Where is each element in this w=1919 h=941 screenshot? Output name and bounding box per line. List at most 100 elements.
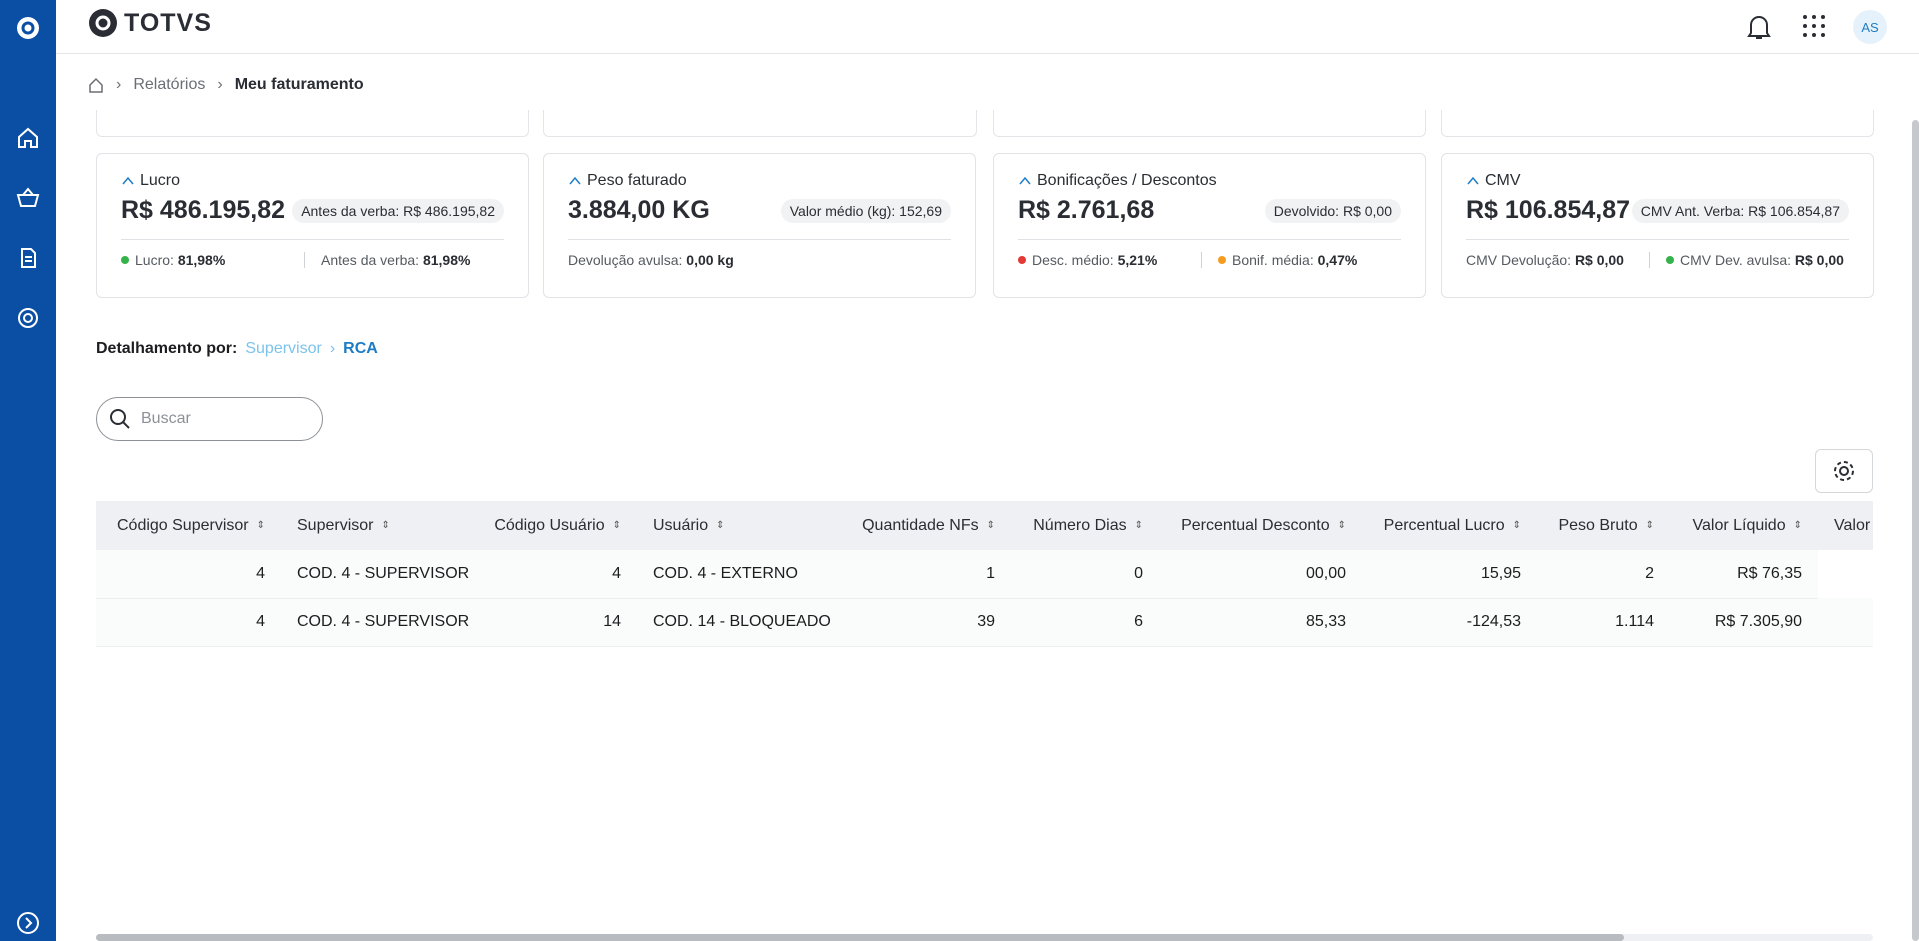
card-value-row: 3.884,00 KG Valor médio (kg): 152,69 (568, 196, 951, 240)
table-cell: R$ 76,35 (1670, 550, 1818, 599)
column-header[interactable]: Código Supervisor ⇕ (96, 501, 281, 550)
card-title: Peso faturado (568, 172, 951, 190)
sort-icon: ⇕ (1793, 519, 1802, 531)
table-cell: 15,95 (1362, 550, 1537, 599)
card-title: CMV (1466, 172, 1849, 190)
report-icon[interactable] (16, 246, 40, 270)
search-placeholder: Buscar (141, 410, 191, 427)
column-header[interactable]: Percentual Desconto ⇕ (1159, 501, 1362, 550)
item-label: Desc. médio: (1032, 252, 1114, 268)
card-title-text: Peso faturado (587, 172, 687, 189)
home-link[interactable] (88, 77, 104, 93)
column-title: Percentual Desconto (1181, 516, 1330, 534)
card-badge: Valor médio (kg): 152,69 (780, 198, 951, 223)
table-cell: 39 (841, 598, 1011, 647)
card-items: Devolução avulsa: 0,00 kg (568, 252, 951, 268)
table-cell: 4 (96, 598, 281, 647)
sort-icon: ⇕ (1512, 519, 1521, 531)
item-value: R$ 0,00 (1574, 252, 1624, 268)
column-title: Supervisor (297, 516, 374, 534)
card-title-text: Bonificações / Descontos (1037, 172, 1217, 189)
sort-icon: ⇕ (612, 519, 621, 531)
sort-icon: ⇕ (256, 519, 265, 531)
home-icon[interactable] (16, 126, 40, 150)
table-cell: 1 (841, 550, 1011, 599)
card-value: R$ 486.195,82 (121, 196, 286, 224)
card-item: Antes da verba: 81,98% (304, 252, 504, 268)
item-text: Desc. médio: 5,21% (1032, 252, 1157, 268)
card-items: Desc. médio: 5,21% Bonif. média: 0,47% (1018, 252, 1401, 268)
detail-label: Detalhamento por: (96, 340, 238, 357)
search-box[interactable]: Buscar (96, 397, 323, 441)
sidebar (0, 0, 56, 941)
column-header[interactable]: Quantidade NFs ⇕ (841, 501, 1011, 550)
column-title: Código Usuário (494, 516, 605, 534)
item-value: 5,21% (1117, 252, 1158, 268)
column-title: Código Supervisor (116, 516, 249, 534)
sort-icon: ⇕ (1337, 519, 1346, 531)
table-cell: 85,33 (1159, 598, 1362, 647)
card-badge: CMV Ant. Verba: R$ 106.854,87 (1631, 198, 1849, 223)
card-items: Lucro: 81,98% Antes da verba: 81,98% (121, 252, 504, 268)
basket-icon[interactable] (16, 186, 40, 210)
apps[interactable] (1801, 13, 1827, 39)
notifications[interactable] (1745, 12, 1773, 42)
column-header[interactable]: Peso Bruto ⇕ (1537, 501, 1670, 550)
card-title: Lucro (121, 172, 504, 190)
column-header[interactable]: Usuário ⇕ (637, 501, 841, 550)
card-item: Bonif. média: 0,47% (1201, 252, 1401, 268)
table-row: 4 COD. 4 - SUPERVISOR 14 COD. 14 - BLOQUEAD… (96, 598, 1873, 647)
table-cell: 4 (473, 550, 637, 599)
settings-button[interactable] (1815, 449, 1873, 493)
detail-level[interactable]: Supervisor (245, 340, 322, 357)
card-badge: Devolvido: R$ 0,00 (1264, 198, 1401, 223)
kpi-card: Peso faturado 3.884,00 KG Valor médio (kg)… (543, 153, 976, 298)
column-header[interactable]: Código Usuário ⇕ (473, 501, 637, 550)
expand-icon[interactable] (16, 911, 40, 935)
item-label: Lucro: (135, 252, 174, 268)
column-header[interactable]: Supervisor ⇕ (281, 501, 473, 550)
avatar[interactable]: AS (1853, 10, 1887, 44)
breadcrumb-link[interactable]: Relatórios (133, 76, 206, 93)
item-value: 81,98% (422, 252, 471, 268)
table-cell: 0 (1011, 550, 1159, 599)
sort-icon: ⇕ (716, 519, 725, 531)
item-value: 0,47% (1317, 252, 1358, 268)
top-bar: TOTVS AS (56, 0, 1919, 54)
logo[interactable]: TOTVS (88, 8, 212, 38)
item-value: 81,98% (177, 252, 226, 268)
column-header[interactable]: Percentual Lucro ⇕ (1362, 501, 1537, 550)
card-icon (1467, 176, 1479, 185)
column-title: Valor (1834, 516, 1871, 534)
detail-level[interactable]: RCA (343, 340, 378, 357)
breadcrumb-current: Meu faturamento (234, 76, 364, 93)
item-text: CMV Devolução: R$ 0,00 (1466, 252, 1624, 268)
card-value: 3.884,00 KG (568, 196, 710, 224)
kpi-card: Bonificações / Descontos R$ 2.761,68 Devol… (993, 153, 1426, 298)
card-item: CMV Devolução: R$ 0,00 (1466, 252, 1649, 268)
table-body: 4 COD. 4 - SUPERVISOR 4 COD. 4 - EXTERNO 1 0 0… (96, 550, 1873, 647)
support-icon[interactable] (16, 306, 40, 330)
detail-by: Detalhamento por: Supervisor › RCA (96, 340, 378, 358)
card-value: R$ 2.761,68 (1018, 196, 1155, 224)
table-cell: 00,00 (1159, 550, 1362, 599)
item-text: Devolução avulsa: 0,00 kg (568, 252, 734, 268)
card-icon (569, 176, 581, 185)
menu-logo[interactable] (16, 16, 40, 40)
card-title: Bonificações / Descontos (1018, 172, 1401, 190)
item-value: 0,00 kg (686, 252, 734, 268)
table-cell: 6 (1011, 598, 1159, 647)
search-icon (110, 409, 130, 429)
h-thumb[interactable] (96, 934, 1624, 941)
breadcrumb: › Relatórios › Meu faturamento (88, 76, 364, 94)
header-row: Código Supervisor ⇕ Supervisor ⇕ Código Usuá… (96, 501, 1873, 550)
status-dot (1666, 256, 1674, 264)
status-dot (1218, 256, 1226, 264)
column-header[interactable]: Valor Líquido ⇕ (1670, 501, 1818, 550)
v-scrollbar[interactable] (1912, 120, 1919, 941)
column-header[interactable]: Número Dias ⇕ (1011, 501, 1159, 550)
h-scrollbar[interactable] (96, 934, 1873, 941)
column-header[interactable]: Valor (1818, 501, 1873, 550)
sort-icon: ⇕ (1134, 519, 1143, 531)
